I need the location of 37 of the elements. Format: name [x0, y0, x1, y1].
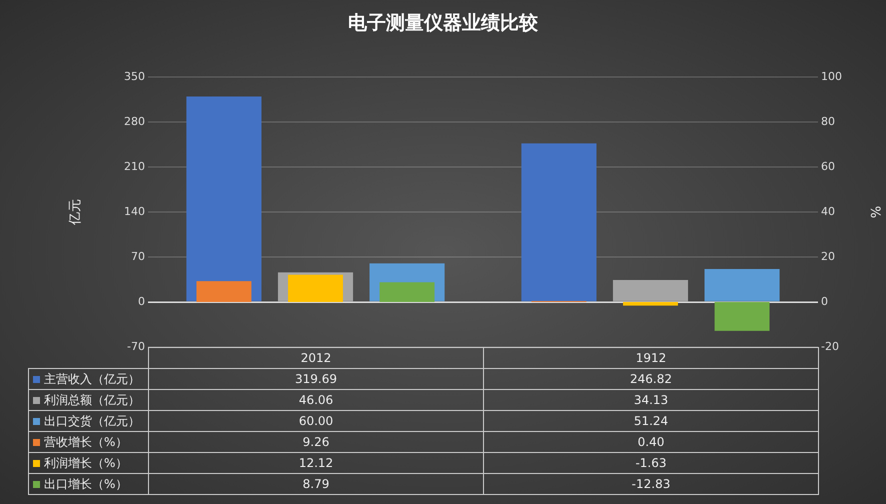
data-label: -12.83: [484, 474, 818, 494]
y-tick-label: -70: [127, 340, 145, 353]
data-label: 60.00: [148, 410, 484, 432]
y2-tick-label: 60: [821, 160, 835, 173]
chart-title: 电子测量仪器业绩比较: [347, 11, 539, 36]
y-tick-label: 280: [124, 114, 145, 128]
y2-tick-label: 80: [821, 114, 835, 128]
y-tick-label: 210: [124, 160, 145, 173]
y-tick-label: 350: [124, 70, 145, 83]
y2-tick-label: 20: [821, 250, 835, 263]
y2-tick-label: 100: [821, 70, 842, 83]
data-label: 319.69: [148, 368, 484, 390]
data-label: 46.06: [148, 390, 484, 410]
legend-label: 出口增长（%）: [28, 474, 148, 494]
y-tick-label: 140: [124, 204, 145, 218]
x-tick-label: 1912: [484, 348, 818, 368]
y2-axis-title: %: [866, 206, 882, 218]
y-tick-label: 70: [131, 250, 145, 263]
data-label: 9.26: [148, 432, 484, 452]
data-label: 0.40: [484, 432, 818, 452]
legend-label: 出口交货（亿元）: [28, 410, 148, 432]
y2-tick-label: 0: [821, 294, 828, 308]
data-label: 246.82: [484, 368, 818, 390]
legend-label: 利润增长（%）: [28, 452, 148, 474]
x-tick-label: 2012: [148, 348, 484, 368]
legend-label: 营收增长（%）: [28, 432, 148, 452]
y2-tick-label: -20: [821, 340, 839, 353]
legend-label: 主营收入（亿元）: [28, 368, 148, 390]
data-label: 51.24: [484, 410, 818, 432]
data-label: 8.79: [148, 474, 484, 494]
legend-label: 利润总额（亿元）: [28, 390, 148, 410]
y-tick-label: 0: [138, 294, 145, 308]
y2-tick-label: 40: [821, 204, 835, 218]
data-label: 34.13: [484, 390, 818, 410]
data-label: -1.63: [484, 452, 818, 474]
data-label: 12.12: [148, 452, 484, 474]
y-axis-title: 亿元: [68, 199, 84, 226]
